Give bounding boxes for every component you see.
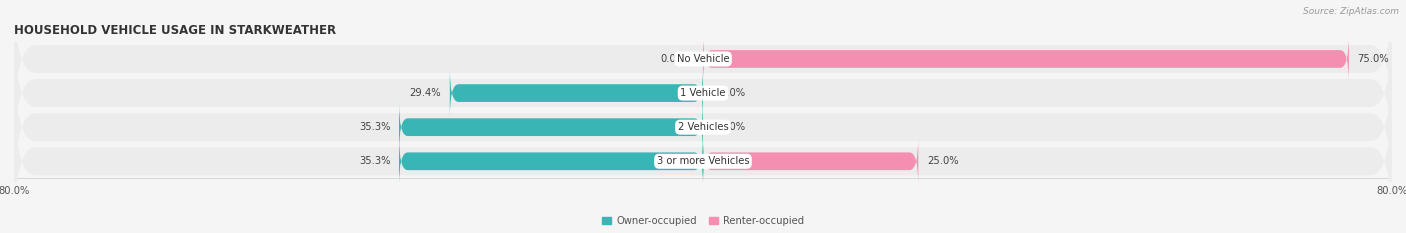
FancyBboxPatch shape <box>399 102 703 152</box>
Text: 35.3%: 35.3% <box>359 122 391 132</box>
FancyBboxPatch shape <box>703 34 1348 84</box>
Text: 29.4%: 29.4% <box>409 88 441 98</box>
Text: 75.0%: 75.0% <box>1358 54 1389 64</box>
FancyBboxPatch shape <box>14 90 1392 233</box>
Text: 0.0%: 0.0% <box>720 122 745 132</box>
Text: 0.0%: 0.0% <box>661 54 686 64</box>
Text: 2 Vehicles: 2 Vehicles <box>678 122 728 132</box>
FancyBboxPatch shape <box>14 22 1392 164</box>
Text: 0.0%: 0.0% <box>720 88 745 98</box>
Text: 3 or more Vehicles: 3 or more Vehicles <box>657 156 749 166</box>
FancyBboxPatch shape <box>399 136 703 186</box>
FancyBboxPatch shape <box>14 56 1392 199</box>
Text: 1 Vehicle: 1 Vehicle <box>681 88 725 98</box>
Text: No Vehicle: No Vehicle <box>676 54 730 64</box>
FancyBboxPatch shape <box>14 0 1392 130</box>
FancyBboxPatch shape <box>703 136 918 186</box>
FancyBboxPatch shape <box>450 68 703 118</box>
Text: Source: ZipAtlas.com: Source: ZipAtlas.com <box>1303 7 1399 16</box>
Text: 35.3%: 35.3% <box>359 156 391 166</box>
Text: HOUSEHOLD VEHICLE USAGE IN STARKWEATHER: HOUSEHOLD VEHICLE USAGE IN STARKWEATHER <box>14 24 336 37</box>
Text: 25.0%: 25.0% <box>927 156 959 166</box>
Legend: Owner-occupied, Renter-occupied: Owner-occupied, Renter-occupied <box>598 212 808 230</box>
